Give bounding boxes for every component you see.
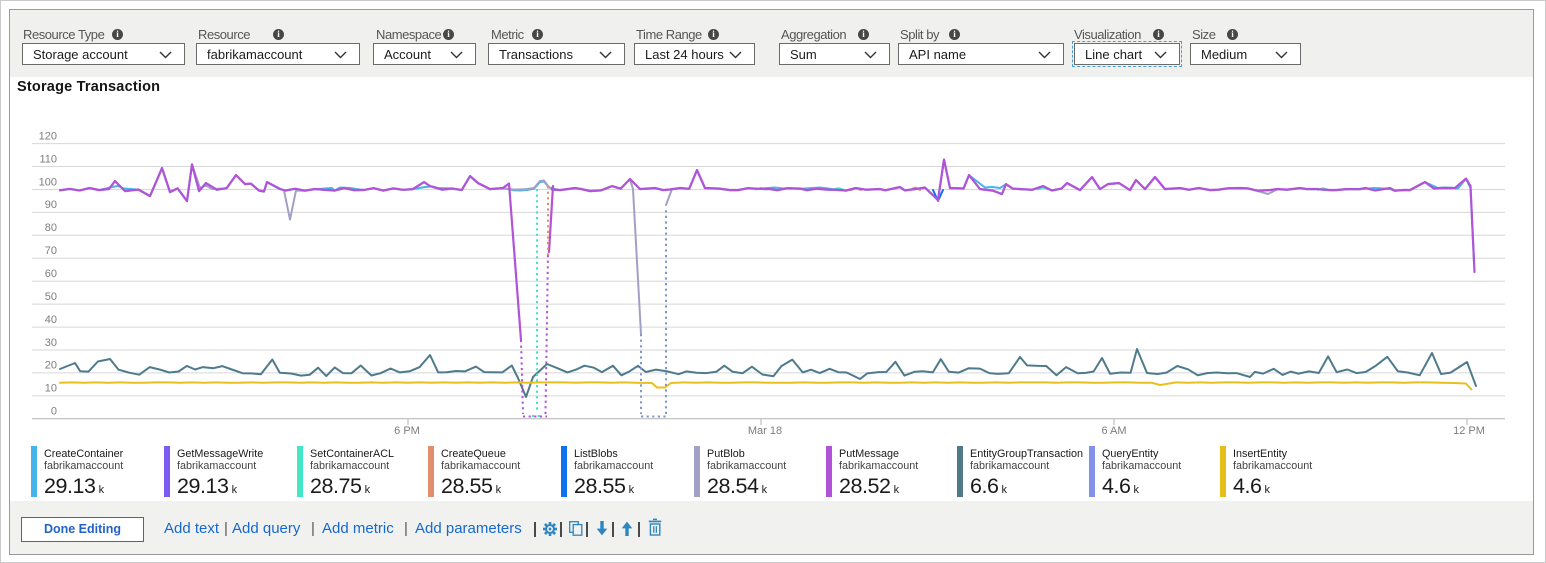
svg-text:30: 30: [45, 337, 57, 349]
svg-text:60: 60: [45, 268, 57, 280]
svg-text:6 PM: 6 PM: [394, 425, 420, 437]
svg-text:80: 80: [45, 222, 57, 234]
svg-text:Mar 18: Mar 18: [748, 425, 782, 437]
svg-text:12 PM: 12 PM: [1453, 425, 1485, 437]
svg-text:90: 90: [45, 199, 57, 211]
svg-text:110: 110: [39, 153, 57, 165]
svg-text:0: 0: [51, 406, 57, 418]
svg-text:70: 70: [45, 245, 57, 257]
svg-text:50: 50: [45, 291, 57, 303]
svg-text:100: 100: [39, 176, 57, 188]
svg-text:6 AM: 6 AM: [1101, 425, 1126, 437]
svg-text:10: 10: [45, 383, 57, 395]
svg-text:120: 120: [39, 130, 57, 142]
svg-text:40: 40: [45, 314, 57, 326]
svg-text:20: 20: [45, 360, 57, 372]
